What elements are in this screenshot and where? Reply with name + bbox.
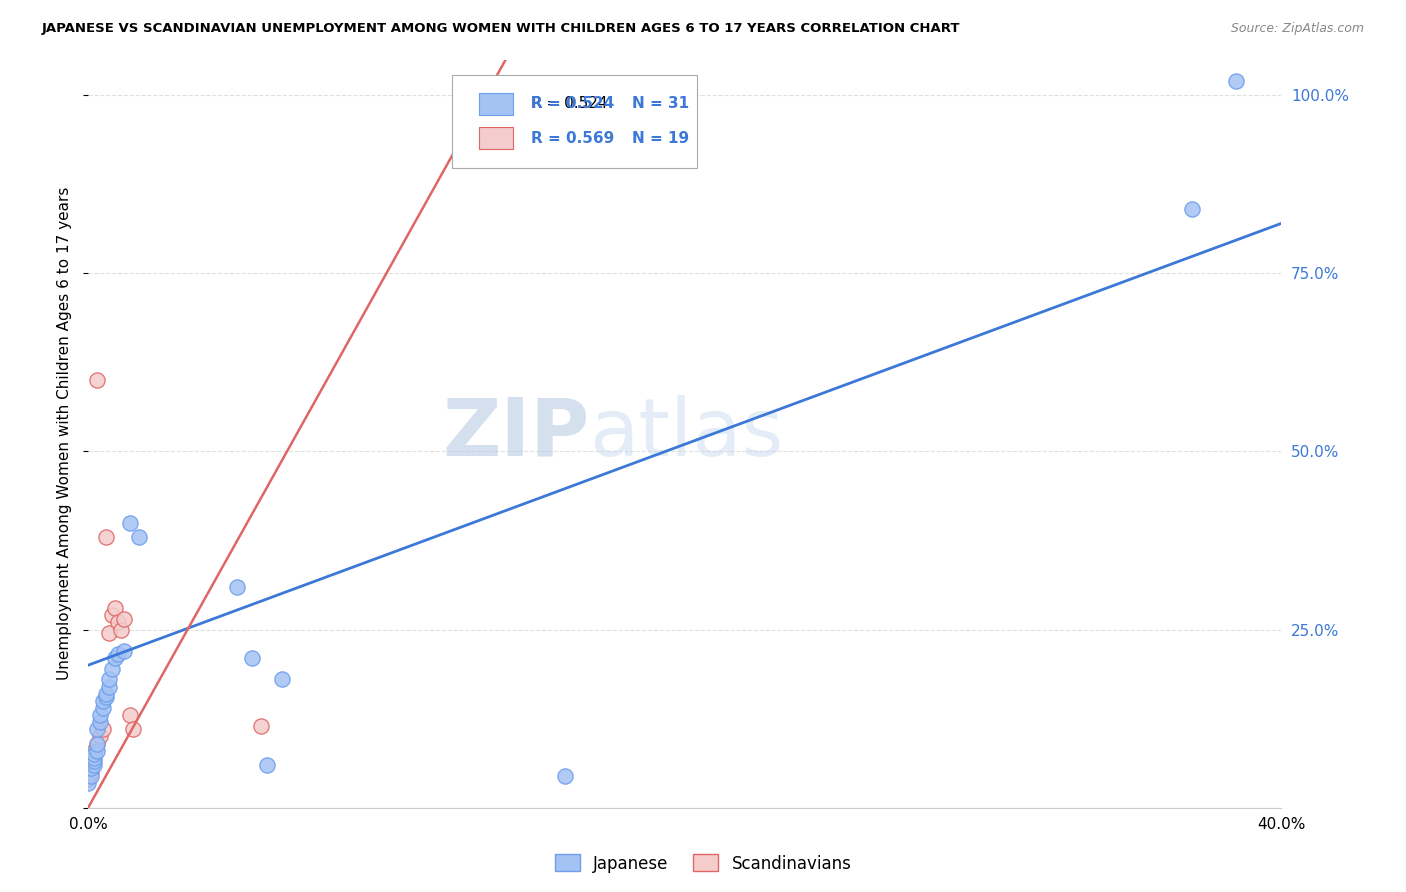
Point [110, 623, 132, 637]
Point [554, 769, 576, 783]
Point [271, 673, 294, 687]
Point [91, 701, 114, 715]
Point [1225, 74, 1247, 88]
Point [77, 776, 100, 790]
Point [86, 744, 108, 758]
Point [112, 644, 135, 658]
Point [80, 755, 103, 769]
Point [104, 601, 127, 615]
Y-axis label: Unemployment Among Women with Children Ages 6 to 17 years: Unemployment Among Women with Children A… [58, 187, 72, 681]
Point [128, 530, 150, 544]
Point [80, 769, 103, 783]
Text: R = 0.524: R = 0.524 [530, 96, 614, 112]
Point [83, 744, 105, 758]
Point [86, 373, 108, 387]
Point [101, 662, 124, 676]
Point [256, 758, 278, 772]
Point [1181, 202, 1204, 217]
Point [77, 772, 100, 787]
Text: N = 19: N = 19 [633, 130, 689, 145]
Point [80, 765, 103, 780]
Point [83, 751, 105, 765]
Text: JAPANESE VS SCANDINAVIAN UNEMPLOYMENT AMONG WOMEN WITH CHILDREN AGES 6 TO 17 YEA: JAPANESE VS SCANDINAVIAN UNEMPLOYMENT AM… [42, 22, 960, 36]
Point [91, 723, 114, 737]
Point [86, 737, 108, 751]
FancyBboxPatch shape [479, 127, 513, 149]
Point [83, 758, 105, 772]
Point [98, 626, 121, 640]
Point [94, 530, 117, 544]
FancyBboxPatch shape [451, 75, 696, 168]
Text: ZIP: ZIP [441, 394, 589, 473]
Text: R = 0.569: R = 0.569 [530, 130, 614, 145]
Point [94, 687, 117, 701]
Point [94, 690, 117, 705]
Point [83, 747, 105, 762]
Point [98, 673, 121, 687]
Text: Source: ZipAtlas.com: Source: ZipAtlas.com [1230, 22, 1364, 36]
Point [118, 516, 141, 530]
Point [240, 651, 263, 665]
Point [83, 747, 105, 762]
Text: atlas: atlas [589, 394, 783, 473]
Legend: Japanese, Scandinavians: Japanese, Scandinavians [548, 847, 858, 880]
Point [83, 755, 105, 769]
Text: N = 31: N = 31 [633, 96, 689, 112]
Point [80, 762, 103, 776]
Point [122, 723, 145, 737]
Point [226, 580, 249, 594]
Point [118, 708, 141, 723]
FancyBboxPatch shape [479, 93, 513, 115]
Point [89, 715, 111, 730]
Point [98, 680, 121, 694]
Point [101, 608, 124, 623]
Point [86, 737, 108, 751]
Point [89, 730, 111, 744]
Point [104, 651, 127, 665]
Point [89, 708, 111, 723]
Point [250, 719, 273, 733]
Point [107, 615, 129, 630]
Point [107, 648, 129, 662]
Point [91, 694, 114, 708]
Point [112, 612, 135, 626]
Point [86, 723, 108, 737]
Text: R = 0.524: R = 0.524 [530, 96, 607, 112]
